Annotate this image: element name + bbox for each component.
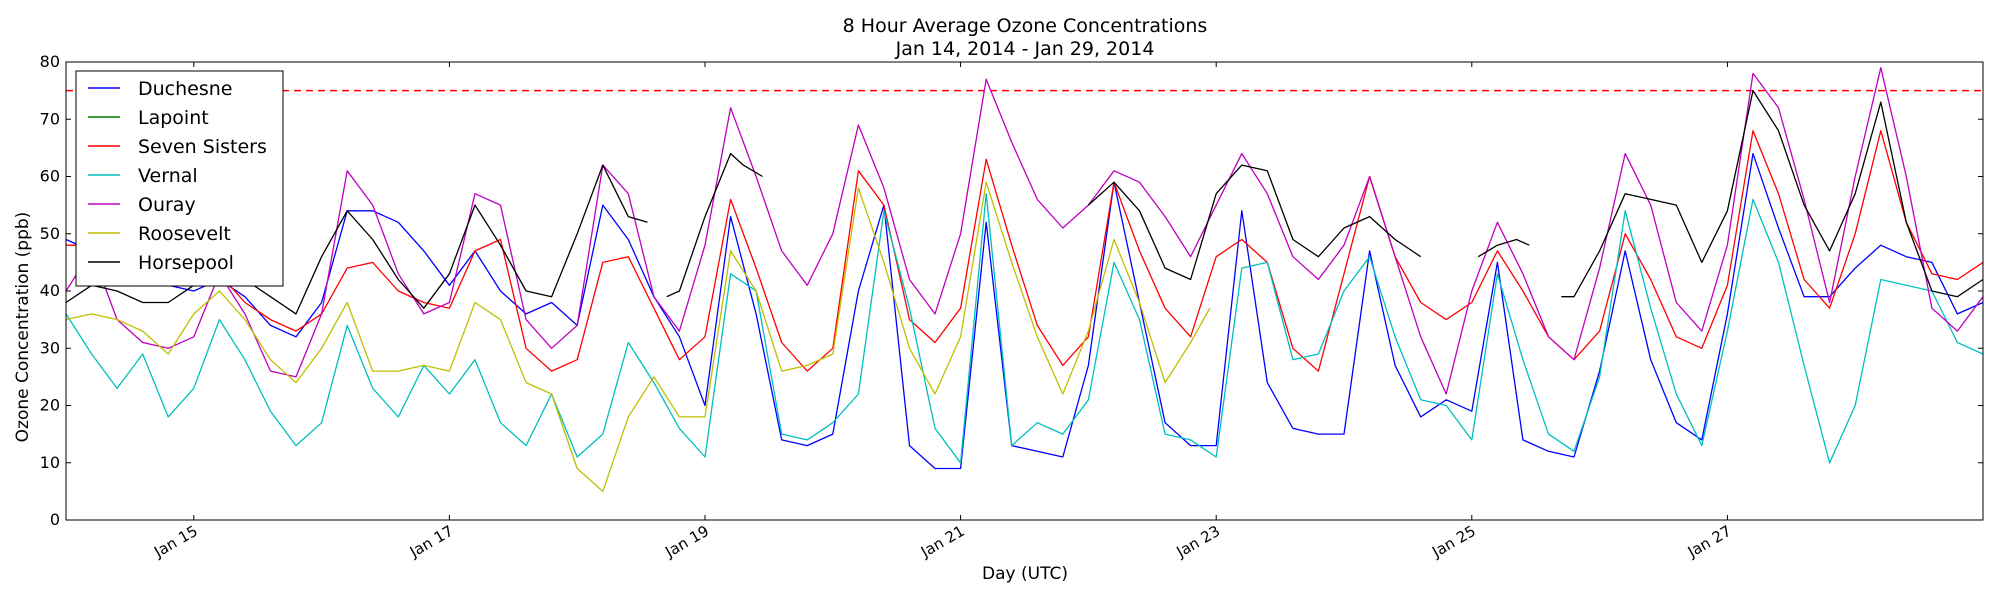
series-line-horsepool-5 <box>1561 89 1984 298</box>
series-line-seven-sisters-1 <box>66 130 1984 372</box>
x-tick-label: Jan 17 <box>406 522 457 562</box>
y-tick-label: 40 <box>40 281 60 300</box>
legend-label-duchesne: Duchesne <box>138 78 232 100</box>
y-tick-label: 30 <box>40 338 60 357</box>
series-line-vernal-1 <box>65 193 1984 464</box>
y-tick-label: 0 <box>50 510 60 529</box>
y-tick-label: 10 <box>40 453 60 472</box>
y-tick-label: 70 <box>40 109 60 128</box>
series-line-horsepool-3 <box>1087 164 1422 281</box>
x-tick-label: Jan 19 <box>661 522 712 562</box>
legend-label-seven-sisters: Seven Sisters <box>138 136 267 158</box>
series-line-horsepool-4 <box>1477 238 1530 258</box>
y-tick-label: 60 <box>40 167 60 186</box>
legend-label-horsepool: Horsepool <box>138 252 234 274</box>
series-line-horsepool-1 <box>65 164 648 315</box>
y-tick-label: 20 <box>40 396 60 415</box>
series-line-roosevelt-1 <box>65 181 1211 493</box>
x-tick-label: Jan 23 <box>1173 522 1224 562</box>
legend-label-ouray: Ouray <box>138 194 196 216</box>
chart-subtitle: Jan 14, 2014 - Jan 29, 2014 <box>895 38 1155 60</box>
series-line-ouray-1 <box>65 67 1984 395</box>
x-axis-label: Day (UTC) <box>982 564 1068 584</box>
plot-area: 0 10 20 30 40 50 60 70 80 Jan 15 Jan 17 Jan 19 Jan 2… <box>40 52 1984 562</box>
y-tick-label: 50 <box>40 224 60 243</box>
axes-frame <box>65 61 1984 521</box>
y-axis-label: Ozone Concentration (ppb) <box>13 212 33 443</box>
legend-label-lapoint: Lapoint <box>138 107 209 129</box>
chart-title: 8 Hour Average Ozone Concentrations <box>843 15 1208 37</box>
x-tick-label: Jan 27 <box>1684 522 1735 562</box>
y-tick-label: 80 <box>40 52 60 71</box>
x-tick-label: Jan 15 <box>150 522 201 562</box>
legend-label-roosevelt: Roosevelt <box>138 223 231 245</box>
legend: Duchesne Lapoint Seven Sisters Vernal Ouray R… <box>75 70 284 287</box>
legend-label-vernal: Vernal <box>138 165 198 187</box>
series-line-duchesne-1 <box>65 152 1984 470</box>
x-tick-label: Jan 21 <box>917 522 968 562</box>
x-tick-label: Jan 25 <box>1428 522 1479 562</box>
legend-frame <box>75 70 284 287</box>
series-line-horsepool-2 <box>666 152 763 298</box>
